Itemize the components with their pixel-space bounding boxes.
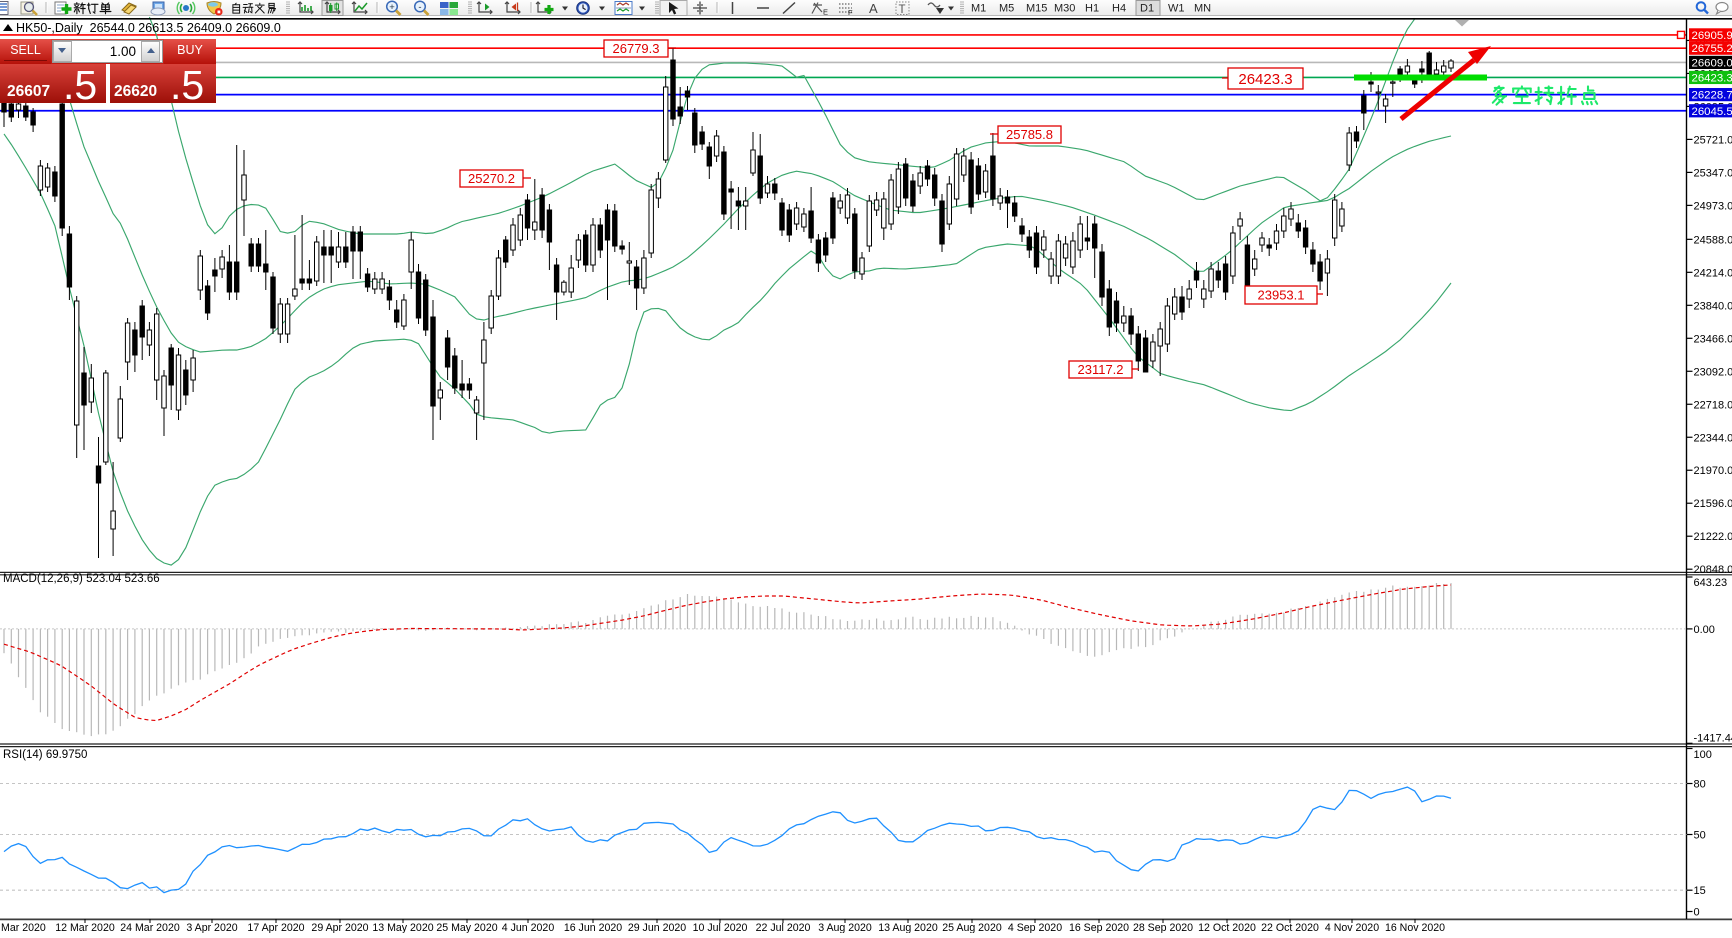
svg-text:23117.2: 23117.2: [1077, 362, 1123, 377]
svg-text:24973.0: 24973.0: [1694, 200, 1732, 212]
svg-text:0: 0: [1694, 907, 1700, 919]
svg-text:W1: W1: [1168, 3, 1185, 15]
svg-text:25270.2: 25270.2: [468, 171, 515, 186]
svg-text:4 Sep 2020: 4 Sep 2020: [1008, 922, 1062, 933]
svg-text:22344.0: 22344.0: [1694, 432, 1732, 444]
svg-text:25 Aug 2020: 25 Aug 2020: [942, 922, 1002, 933]
svg-text:25721.0: 25721.0: [1694, 134, 1732, 146]
svg-text:22 Jul 2020: 22 Jul 2020: [756, 922, 811, 933]
svg-text:MACD(12,26,9) 523.04 523.66: MACD(12,26,9) 523.04 523.66: [3, 573, 160, 585]
svg-text:26423.3: 26423.3: [1692, 72, 1732, 84]
svg-text:26609.0: 26609.0: [1692, 57, 1732, 69]
svg-text:25347.0: 25347.0: [1694, 167, 1732, 179]
svg-text:H4: H4: [1112, 3, 1126, 15]
svg-text:16 Sep 2020: 16 Sep 2020: [1069, 922, 1129, 933]
svg-text:26228.7: 26228.7: [1692, 90, 1732, 102]
svg-text:26755.2: 26755.2: [1692, 43, 1732, 55]
svg-text:21596.0: 21596.0: [1694, 498, 1732, 510]
svg-text:23092.0: 23092.0: [1694, 366, 1732, 378]
svg-text:29 Apr 2020: 29 Apr 2020: [311, 922, 368, 933]
svg-text:RSI(14) 69.9750: RSI(14) 69.9750: [3, 749, 87, 761]
svg-text:21970.0: 21970.0: [1694, 465, 1732, 477]
svg-text:MN: MN: [1194, 3, 1211, 15]
svg-text:3 Aug 2020: 3 Aug 2020: [818, 922, 872, 933]
svg-text:0.00: 0.00: [1694, 624, 1715, 636]
svg-text:24588.0: 24588.0: [1694, 234, 1732, 246]
svg-text:12 Mar 2020: 12 Mar 2020: [55, 922, 115, 933]
svg-text:4 Jun 2020: 4 Jun 2020: [502, 922, 555, 933]
svg-text:25785.8: 25785.8: [1006, 127, 1053, 142]
svg-text:M15: M15: [1026, 3, 1047, 15]
svg-text:29 Jun 2020: 29 Jun 2020: [628, 922, 686, 933]
svg-text:80: 80: [1694, 779, 1706, 791]
svg-text:H1: H1: [1085, 3, 1099, 15]
svg-text:21222.0: 21222.0: [1694, 531, 1732, 543]
svg-text:-: -: [418, 2, 421, 13]
svg-text:+: +: [389, 2, 395, 13]
svg-text:15: 15: [1694, 885, 1706, 897]
svg-text:24 Mar 2020: 24 Mar 2020: [120, 922, 180, 933]
svg-text:T: T: [899, 4, 906, 16]
svg-text:16 Nov 2020: 16 Nov 2020: [1385, 922, 1445, 933]
svg-text:12 Oct 2020: 12 Oct 2020: [1198, 922, 1256, 933]
svg-text:10 Jul 2020: 10 Jul 2020: [693, 922, 748, 933]
svg-text:22718.0: 22718.0: [1694, 399, 1732, 411]
svg-text:24214.0: 24214.0: [1694, 267, 1732, 279]
svg-text:Mar 2020: Mar 2020: [1, 922, 46, 933]
svg-text:643.23: 643.23: [1694, 577, 1728, 589]
svg-text:13 Aug 2020: 13 Aug 2020: [878, 922, 938, 933]
svg-text:16 Jun 2020: 16 Jun 2020: [564, 922, 622, 933]
svg-text:23466.0: 23466.0: [1694, 333, 1732, 345]
svg-text:20848.0: 20848.0: [1694, 564, 1732, 576]
svg-text:26779.3: 26779.3: [613, 41, 660, 56]
svg-text:M1: M1: [971, 3, 986, 15]
svg-text:25 May 2020: 25 May 2020: [436, 922, 497, 933]
svg-text:M30: M30: [1054, 3, 1075, 15]
svg-text:3 Apr 2020: 3 Apr 2020: [186, 922, 237, 933]
svg-text:28 Sep 2020: 28 Sep 2020: [1133, 922, 1193, 933]
svg-text:50: 50: [1694, 830, 1706, 842]
svg-text:26905.9: 26905.9: [1692, 30, 1732, 42]
svg-text:F: F: [848, 8, 853, 17]
svg-text:M5: M5: [999, 3, 1014, 15]
svg-text:4 Nov 2020: 4 Nov 2020: [1325, 922, 1379, 933]
svg-text:22 Oct 2020: 22 Oct 2020: [1261, 922, 1319, 933]
svg-text:E: E: [823, 8, 828, 17]
svg-text:26423.3: 26423.3: [1238, 71, 1292, 88]
svg-text:D1: D1: [1140, 3, 1154, 15]
svg-text:26045.5: 26045.5: [1692, 106, 1732, 118]
svg-text:23840.0: 23840.0: [1694, 300, 1732, 312]
svg-text:100: 100: [1694, 749, 1712, 761]
svg-text:23953.1: 23953.1: [1258, 288, 1305, 303]
svg-text:13 May 2020: 13 May 2020: [372, 922, 433, 933]
svg-text:-1417.44: -1417.44: [1694, 733, 1732, 745]
svg-text:17 Apr 2020: 17 Apr 2020: [247, 922, 304, 933]
svg-text:A: A: [869, 1, 878, 16]
